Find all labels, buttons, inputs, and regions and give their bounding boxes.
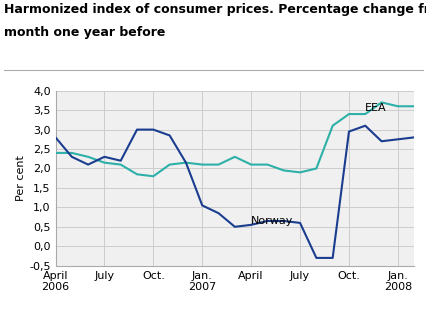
- Text: Norway: Norway: [250, 216, 293, 226]
- Text: EEA: EEA: [364, 103, 386, 113]
- Text: Harmonized index of consumer prices. Percentage change from the same: Harmonized index of consumer prices. Per…: [4, 3, 426, 16]
- Text: month one year before: month one year before: [4, 26, 165, 39]
- Y-axis label: Per cent: Per cent: [16, 155, 26, 201]
